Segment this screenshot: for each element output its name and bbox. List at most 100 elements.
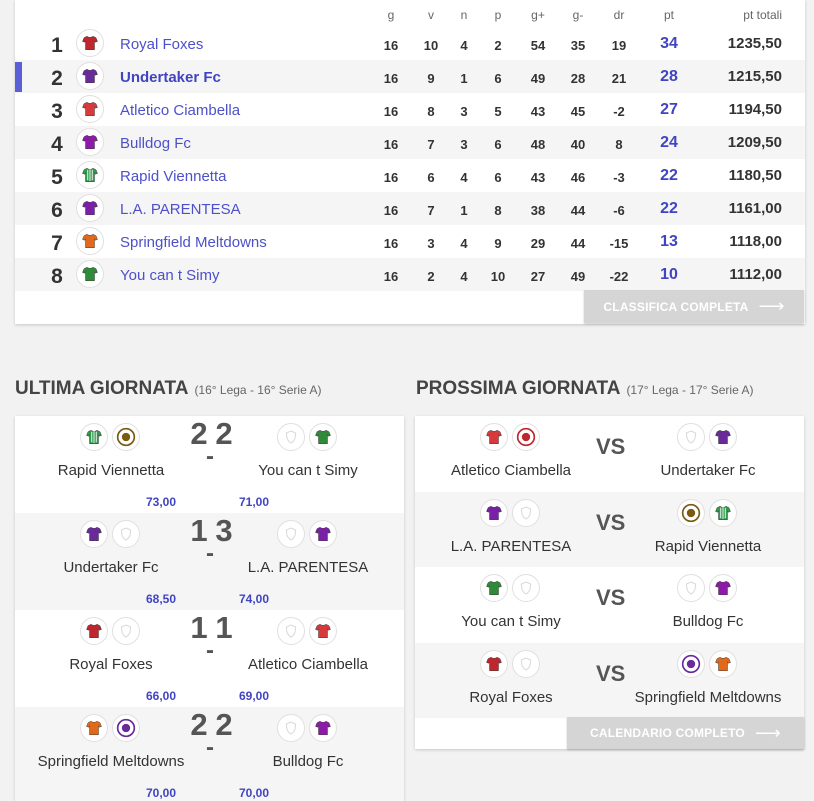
- points: 10: [660, 266, 678, 283]
- points: 27: [660, 101, 678, 118]
- stat-dr: 19: [611, 38, 627, 53]
- next-matchday-subtitle: (17° Lega - 17° Serie A): [626, 383, 754, 397]
- team-link[interactable]: Royal Foxes: [120, 36, 204, 53]
- stat-p: 10: [490, 269, 506, 284]
- table-row[interactable]: 4 Bulldog Fc 16 7 3 6 48 40 8 24 1209,50: [15, 126, 805, 159]
- fixture-match[interactable]: VS You can t Simy Bulldog Fc: [415, 567, 804, 642]
- home-team[interactable]: Undertaker Fc: [63, 559, 159, 576]
- stat-dr: 8: [615, 137, 623, 152]
- away-jersey-icon: [709, 574, 737, 602]
- away-jersey-icon: [309, 617, 337, 645]
- calendario-completo-button[interactable]: CALENDARIO COMPLETO ⟶: [567, 717, 804, 749]
- team-link[interactable]: Bulldog Fc: [120, 135, 191, 152]
- col-header-n: n: [460, 8, 468, 22]
- stat-n: 4: [460, 170, 468, 185]
- result-match[interactable]: 1 1- Royal Foxes Atletico Ciambella 66,00 69,…: [15, 610, 404, 707]
- fixture-match[interactable]: VS Atletico Ciambella Undertaker Fc: [415, 416, 804, 491]
- team-link[interactable]: You can t Simy: [120, 267, 220, 284]
- team-link[interactable]: Atletico Ciambella: [120, 102, 241, 119]
- stat-gminus: 28: [570, 71, 586, 86]
- home-team[interactable]: You can t Simy: [461, 613, 561, 630]
- away-jersey-icon: [309, 520, 337, 548]
- table-row[interactable]: 3 Atletico Ciambella 16 8 3 5 43 45 -2 27 1194,50: [15, 93, 805, 126]
- stat-v: 7: [427, 137, 435, 152]
- home-team[interactable]: L.A. PARENTESA: [450, 537, 572, 555]
- table-row[interactable]: 2 Undertaker Fc 16 9 1 6 49 28 21 28 1215,50: [15, 60, 805, 93]
- fixture-match[interactable]: VS L.A. PARENTESA Rapid Viennetta: [415, 491, 804, 567]
- table-row[interactable]: 1 Royal Foxes 16 10 4 2 54 35 19 34 1235,50: [15, 27, 805, 60]
- fixture-match[interactable]: VS Royal Foxes Springfield Meltdowns: [415, 642, 804, 718]
- home-team[interactable]: Atletico Ciambella: [450, 462, 572, 479]
- away-fanta-score: 69,00: [239, 689, 270, 703]
- stat-g: 16: [383, 203, 399, 218]
- home-fanta-score: 73,00: [146, 495, 177, 509]
- away-team[interactable]: You can t Simy: [258, 462, 358, 479]
- table-row[interactable]: 8 You can t Simy 16 2 4 10 27 49 -22 10 1112,00: [15, 258, 805, 291]
- stat-p: 6: [494, 170, 502, 185]
- col-header-pt: pt: [663, 8, 674, 22]
- stat-dr: -15: [609, 236, 629, 251]
- away-team[interactable]: Rapid Viennetta: [654, 537, 762, 555]
- stat-g: 16: [383, 104, 399, 119]
- home-goals: 1: [190, 513, 208, 548]
- home-team[interactable]: Royal Foxes: [469, 688, 553, 706]
- home-jersey-icon: [80, 714, 108, 742]
- home-logo-icon: [512, 423, 540, 451]
- result-match[interactable]: 1 3- Undertaker Fc L.A. PARENTESA 68,50 74,00: [15, 513, 404, 610]
- team-link[interactable]: Springfield Meltdowns: [120, 234, 267, 251]
- vs-label: VS: [596, 585, 626, 610]
- shield-icon: [512, 498, 540, 527]
- total-points: 1180,50: [728, 167, 782, 184]
- stat-p: 5: [494, 104, 502, 119]
- stat-dr: -3: [613, 170, 625, 185]
- last-matchday-title: ULTIMA GIORNATA (16° Lega - 16° Serie A): [15, 378, 321, 400]
- away-team[interactable]: L.A. PARENTESA: [247, 559, 369, 576]
- shield-icon: [112, 520, 140, 548]
- stat-dr: -6: [613, 203, 625, 218]
- rank: 8: [51, 265, 63, 288]
- home-team[interactable]: Springfield Meltdowns: [37, 753, 185, 770]
- away-goals: 2: [215, 707, 233, 742]
- team-link[interactable]: Undertaker Fc: [120, 69, 221, 86]
- red-white-jersey-icon: [76, 95, 104, 123]
- purple-jersey-icon: [76, 194, 104, 222]
- away-team[interactable]: Bulldog Fc: [672, 613, 744, 630]
- col-header-v: v: [428, 8, 434, 22]
- stat-v: 9: [427, 71, 435, 86]
- away-team[interactable]: Bulldog Fc: [272, 753, 344, 770]
- rank: 2: [51, 67, 63, 90]
- table-row[interactable]: 7 Springfield Meltdowns 16 3 4 9 29 44 -15 13 1118…: [15, 225, 805, 258]
- last-matchday-heading: ULTIMA GIORNATA: [15, 378, 189, 399]
- away-logo-icon: [677, 649, 705, 678]
- team-link[interactable]: L.A. PARENTESA: [120, 201, 241, 218]
- home-logo-icon: [112, 423, 140, 451]
- score-dash: -: [206, 443, 214, 470]
- stat-gminus: 40: [570, 137, 586, 152]
- home-team[interactable]: Rapid Viennetta: [57, 462, 165, 479]
- stat-g: 16: [383, 38, 399, 53]
- away-jersey-icon: [709, 498, 737, 527]
- result-match[interactable]: 2 2- Rapid Viennetta You can t Simy 73,00 71,…: [15, 416, 404, 513]
- home-goals: 1: [190, 610, 208, 645]
- away-goals: 3: [215, 513, 233, 548]
- table-row[interactable]: 5 Rapid Viennetta 16 6 4 6 43 46 -3 22 1180,50: [15, 159, 805, 192]
- next-matchday-card: VS Atletico Ciambella Undertaker Fc VS L.A. …: [415, 416, 804, 749]
- stat-gplus: 43: [530, 104, 546, 119]
- rank: 3: [51, 100, 63, 123]
- team-link[interactable]: Rapid Viennetta: [120, 168, 227, 185]
- stat-g: 16: [383, 236, 399, 251]
- stat-n: 4: [460, 38, 468, 53]
- table-row[interactable]: 6 L.A. PARENTESA 16 7 1 8 38 44 -6 22 1161,00: [15, 192, 805, 225]
- away-team[interactable]: Springfield Meltdowns: [634, 688, 782, 706]
- arrow-right-icon: ⟶: [758, 296, 785, 316]
- stat-gminus: 49: [570, 269, 586, 284]
- total-points: 1161,00: [728, 200, 782, 217]
- away-team[interactable]: Atletico Ciambella: [247, 656, 369, 673]
- classifica-completa-button[interactable]: CLASSIFICA COMPLETA ⟶: [584, 290, 804, 323]
- total-points: 1194,50: [728, 101, 782, 118]
- home-team[interactable]: Royal Foxes: [69, 656, 153, 673]
- away-team[interactable]: Undertaker Fc: [660, 462, 756, 479]
- rank: 1: [51, 34, 63, 57]
- stat-gplus: 49: [530, 71, 546, 86]
- result-match[interactable]: 2 2- Springfield Meltdowns Bulldog Fc 70,00 7…: [15, 707, 404, 801]
